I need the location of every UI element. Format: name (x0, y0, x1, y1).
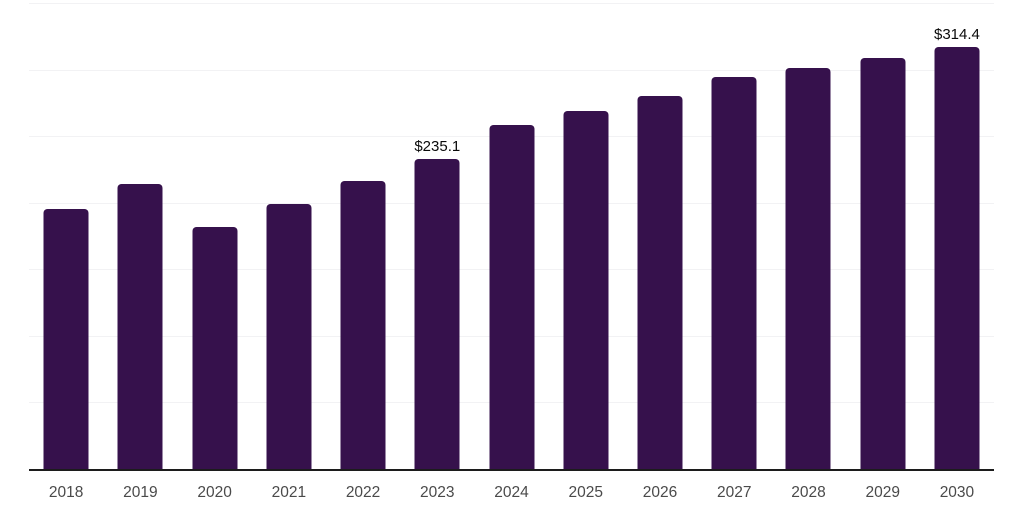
bar-slot-2025 (549, 3, 623, 469)
bar-slot-2030: $314.4 (920, 3, 994, 469)
bar-2020 (192, 226, 238, 469)
bar-2018 (43, 209, 89, 469)
bar-2023 (414, 158, 460, 469)
x-tick-label-2020: 2020 (197, 484, 232, 501)
bar-2028 (785, 68, 831, 469)
bar-2026 (637, 95, 683, 469)
bar-slot-2018 (29, 3, 103, 469)
bar-slot-2022 (326, 3, 400, 469)
bar-slot-2020 (177, 3, 251, 469)
bar-2025 (563, 110, 609, 469)
x-tick-label-2023: 2023 (420, 484, 455, 501)
bar-slot-2027 (697, 3, 771, 469)
bar-2019 (117, 183, 163, 469)
bar-slot-2026 (623, 3, 697, 469)
x-tick-label-2021: 2021 (271, 484, 307, 501)
x-tick-label-2027: 2027 (716, 484, 752, 501)
bar-2022 (340, 181, 386, 469)
x-tick-label-2029: 2029 (865, 484, 900, 501)
data-label-2023: $235.1 (414, 137, 461, 155)
bar-slot-2021 (252, 3, 326, 469)
bar-slot-2023: $235.1 (400, 3, 474, 469)
bar-slot-2029 (846, 3, 920, 469)
x-tick-label-2022: 2022 (345, 484, 381, 501)
x-tick-label-2018: 2018 (48, 484, 84, 501)
bar-slot-2019 (103, 3, 177, 469)
bar-slot-2028 (771, 3, 845, 469)
plot-area: $235.1 $314.4 (29, 3, 994, 471)
x-tick-label-2026: 2026 (642, 484, 678, 501)
bar-2029 (860, 57, 906, 469)
x-tick-label-2025: 2025 (568, 484, 603, 501)
x-tick-label-2028: 2028 (791, 484, 826, 501)
bar-2021 (266, 204, 312, 469)
x-axis-labels: 2018 2019 2020 2021 2022 2023 2024 2025 2026 2027… (29, 484, 994, 502)
bar-slot-2024 (474, 3, 548, 469)
x-tick-label-2030: 2030 (939, 484, 975, 501)
x-tick-label-2019: 2019 (123, 484, 158, 501)
bars-row: $235.1 $314.4 (29, 3, 994, 469)
data-label-2030: $314.4 (933, 26, 980, 44)
x-tick-label-2024: 2024 (494, 484, 529, 501)
bar-2030 (934, 47, 980, 469)
gridline (29, 69, 994, 71)
bar-2024 (489, 124, 535, 469)
bar-2027 (711, 76, 757, 469)
gridline (29, 3, 994, 4)
